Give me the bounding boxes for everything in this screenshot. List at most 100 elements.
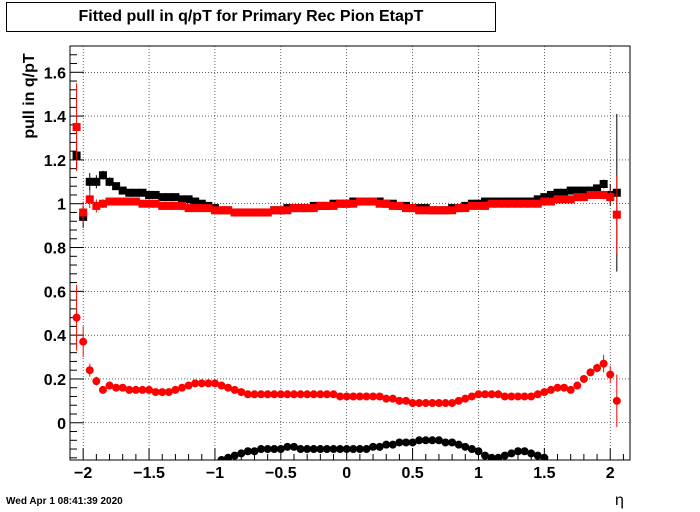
data-point-series-2: [191, 204, 200, 213]
data-point-series-3: [454, 396, 463, 405]
data-point-series-2: [224, 206, 233, 215]
chart-title-box: Fitted pull in q/pT for Primary Rec Pion…: [6, 2, 496, 32]
data-point-series-1: [566, 186, 575, 195]
data-point-series-2: [118, 197, 127, 206]
data-point-series-2: [375, 199, 384, 208]
data-point-series-4: [474, 447, 483, 456]
data-point-series-3: [270, 390, 279, 399]
data-point-series-3: [527, 392, 536, 401]
chart-title: Fitted pull in q/pT for Primary Rec Pion…: [78, 8, 424, 25]
data-point-series-1: [560, 188, 569, 197]
data-point-series-4: [507, 449, 516, 458]
data-point-series-3: [546, 385, 555, 394]
x-tick-label: −1.5: [133, 465, 165, 482]
data-point-series-4: [290, 442, 298, 451]
data-point-series-4: [527, 449, 536, 458]
data-point-series-4: [276, 445, 285, 454]
data-point-series-1: [533, 195, 542, 204]
data-point-series-2: [507, 199, 516, 208]
data-point-series-4: [481, 451, 490, 460]
x-tick-label: 1: [474, 465, 483, 482]
y-tick-label: 0.2: [44, 372, 66, 389]
data-point-series-2: [105, 197, 114, 206]
data-point-series-2: [546, 197, 555, 206]
y-tick-label: 0.8: [44, 241, 66, 258]
plot-frame: [69, 45, 631, 461]
data-point-series-3: [606, 370, 615, 379]
data-point-series-3: [217, 381, 226, 390]
x-axis-label: η: [615, 492, 624, 509]
data-point-series-2: [395, 201, 404, 210]
data-point-series-2: [382, 199, 391, 208]
data-point-series-3: [579, 374, 588, 383]
x-tick-label: 2: [606, 465, 615, 482]
data-point-series-4: [441, 438, 450, 447]
data-point-series-3: [369, 392, 378, 401]
data-point-series-4: [349, 445, 358, 454]
data-point-series-3: [586, 368, 595, 377]
data-point-series-2: [158, 201, 167, 210]
data-point-series-3: [283, 390, 292, 399]
data-point-series-2: [408, 204, 417, 213]
data-point-series-4: [461, 442, 470, 451]
data-point-series-3: [276, 390, 285, 399]
data-point-series-3: [191, 379, 200, 388]
data-point-series-4: [369, 442, 378, 451]
data-point-series-2: [276, 206, 285, 215]
data-point-series-1: [158, 193, 167, 202]
data-point-series-2: [316, 201, 325, 210]
data-point-series-3: [375, 392, 384, 401]
data-point-series-3: [303, 390, 312, 399]
data-point-series-2: [441, 206, 450, 215]
y-tick-label: 1.2: [44, 153, 66, 170]
data-point-series-4: [388, 440, 397, 449]
data-point-series-2: [303, 204, 312, 213]
data-point-series-4: [355, 445, 364, 454]
data-point-series-4: [533, 451, 542, 460]
data-point-series-2: [560, 195, 569, 204]
data-point-series-4: [514, 447, 522, 456]
data-point-series-4: [243, 447, 252, 456]
data-point-series-4: [362, 445, 371, 454]
data-point-series-1: [178, 195, 186, 204]
data-point-series-3: [296, 390, 305, 399]
data-point-series-1: [151, 190, 160, 199]
data-point-series-3: [237, 388, 246, 397]
data-point-series-4: [283, 442, 292, 451]
data-point-series-2: [98, 199, 107, 208]
data-point-series-3: [441, 399, 450, 408]
data-point-series-3: [474, 390, 483, 399]
data-point-series-2: [263, 208, 272, 217]
data-point-series-2: [296, 204, 305, 213]
data-point-series-1: [171, 193, 180, 202]
data-point-series-1: [553, 188, 562, 197]
data-point-series-4: [336, 445, 345, 454]
data-point-series-4: [316, 445, 325, 454]
data-point-series-4: [263, 445, 272, 454]
data-point-series-2: [336, 199, 345, 208]
data-point-series-1: [131, 188, 140, 197]
data-point-series-3: [612, 396, 621, 405]
data-point-series-3: [171, 385, 180, 394]
data-point-series-4: [322, 445, 331, 454]
data-point-series-4: [329, 445, 338, 454]
data-point-series-4: [421, 436, 430, 445]
data-point-series-2: [362, 197, 371, 206]
data-point-series-2: [204, 204, 213, 213]
data-point-series-1: [105, 177, 114, 186]
y-tick-label: 0: [57, 416, 66, 433]
data-point-series-3: [573, 381, 582, 390]
data-point-series-4: [230, 451, 239, 460]
data-point-series-2: [290, 204, 298, 213]
data-point-series-3: [388, 394, 397, 403]
data-point-series-3: [224, 383, 233, 392]
data-point-series-2: [481, 201, 490, 210]
data-point-series-3: [309, 390, 318, 399]
x-tick-label: 0: [342, 465, 351, 482]
data-point-series-3: [79, 337, 88, 346]
y-tick-label: 1.6: [44, 65, 66, 82]
data-point-series-3: [250, 390, 259, 399]
data-point-series-4: [382, 440, 391, 449]
data-point-series-2: [402, 204, 410, 213]
data-point-series-2: [79, 208, 88, 217]
